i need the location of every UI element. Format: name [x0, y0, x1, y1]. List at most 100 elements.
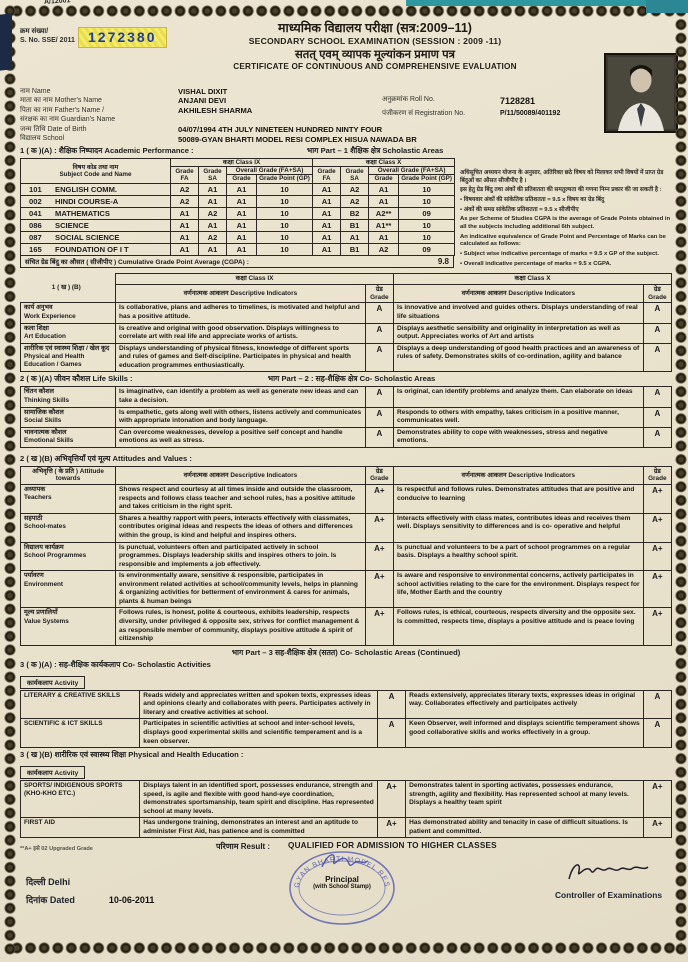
grade-value: A1 — [368, 194, 400, 208]
grade-value: B1 — [340, 242, 370, 256]
serial-number: 1272380 — [78, 27, 167, 48]
note-line: An indicative equivalence of Grade Point… — [460, 233, 666, 248]
physical-health-table: SPORTS/ INDIGENOUS SPORTS (KHO-KHO ETC.)… — [19, 780, 673, 839]
grade-point-header: Grade Point (GP) — [255, 174, 314, 184]
grade-value: A — [642, 302, 673, 324]
part-1-header: भाग Part – 1 शैक्षिक क्षेत्र Scholastic … — [306, 146, 444, 155]
principal-subtitle: (with School Stamp) — [313, 884, 371, 891]
grade-value: A1 — [368, 182, 400, 196]
attitude-label-english: Value Systems — [24, 617, 69, 625]
photo-portrait — [606, 55, 676, 131]
grade-value: A — [642, 689, 673, 720]
note-line: • अंकों की समग्र सांकेतिक प्रतिशतता = 9.… — [460, 206, 579, 213]
school-name: 50089-GYAN BHARTI MODEL RESI COMPLEX HIS… — [178, 135, 417, 144]
attitudes-values-table: अभिवृत्ति ( के प्रति ) Attitude towards … — [19, 465, 673, 646]
result-line: **A+ इसे 02 Upgraded Grade परिणाम Result… — [20, 841, 672, 855]
table-row: कार्य अनुभव Work Experience Is collaborati… — [19, 302, 673, 324]
cgpa-label: संचित ग्रेड बिंदु का औसत ( सीजीपीए ) Cum… — [25, 258, 249, 266]
table-row: कला शिक्षा Art Education Is creative and o… — [19, 322, 673, 344]
certificate-content: क्रम संख्या/ S. No. SSE/ 2011 1272380 मा… — [19, 19, 678, 942]
grade-fa-header: Grade FA — [170, 166, 199, 184]
grade-value: A1 — [170, 242, 199, 256]
father-label: पिता का नाम Father's Name / — [20, 106, 105, 114]
grade-sa-header: Grade SA — [198, 166, 227, 184]
table-row: Grade FA Grade SA Overall Grade (FA+SA) … — [21, 166, 456, 184]
grade-value: A2 — [198, 206, 227, 220]
grade-header: ग्रेड Grade — [642, 465, 673, 486]
descriptive-text: Keen Observer, well informed and display… — [405, 718, 644, 749]
table-row: Grade Grade Point (GP) Grade Grade Point… — [21, 174, 456, 184]
section-2a-line: 2 ( क )(A) जीवन कौशल Life Skills : भाग P… — [20, 374, 672, 386]
scan-artifact — [0, 13, 12, 71]
serial-label-hindi: क्रम संख्या/ — [20, 28, 49, 35]
decorative-border-top — [10, 4, 682, 18]
subject-name: HINDI COURSE-A — [55, 196, 119, 206]
stamp-seal: GYAN BHARTI MODEL RESIDENTIAL COMPLEX — [259, 840, 395, 926]
table-row: 002 HINDI COURSE-A A2 A1 A1 10 A1 A2 A1 10 — [20, 194, 456, 208]
area-label-hindi: कला शिक्षा — [24, 324, 49, 332]
overall-grade-header: Overall Grade (FA+SA) — [225, 166, 314, 176]
scan-artifact — [406, 0, 688, 6]
grade-header: ग्रेड Grade — [642, 284, 673, 304]
descriptive-text: Displays aesthetic sensibility and origi… — [393, 322, 644, 344]
descriptive-text: Reads extensively, appreciates literary … — [405, 689, 644, 720]
serial-label-english: S. No. SSE/ 2011 — [20, 37, 75, 45]
class10-header: कक्षा Class X — [312, 157, 456, 168]
descriptive-text: Displays talent in an identified sport, … — [139, 780, 378, 819]
grade-value: A+ — [642, 484, 673, 514]
table-row: विद्यालय कार्यक्रम School Programmes Is pu… — [19, 541, 673, 572]
activity-header: कार्यकलाप Activity — [20, 766, 86, 780]
attitude-towards-header: अभिवृत्ति ( के प्रति ) Attitude towards — [19, 465, 117, 486]
grade-value: A2** — [368, 206, 400, 220]
life-skills-table: चिंतन कौशल Thinking Skills Is imaginative,… — [19, 386, 673, 448]
table-row: अभिवृत्ति ( के प्रति ) Attitude towards … — [19, 465, 673, 486]
grade-point-value: 09 — [398, 242, 456, 256]
date-value: 10-06-2011 — [108, 895, 155, 906]
section-3b-label: 3 ( ख )(B) शारीरिक एवं स्वास्थ्य शिक्षा … — [20, 750, 244, 760]
section-2b-label: 2 ( ख )(B) अभिवृत्तियाँ एवं मूल्य Attitu… — [20, 453, 192, 463]
candidate-info: नाम Name माता का नाम Mother's Name पिता … — [20, 87, 672, 145]
grade-value: A+ — [364, 607, 394, 646]
activity-label: SPORTS/ INDIGENOUS SPORTS (KHO-KHO ETC.) — [19, 780, 141, 819]
dob-label: जन्म तिथि Date of Birth — [20, 125, 87, 133]
grade-value: A+ — [376, 817, 407, 839]
roll-registration-block: अनुक्रमांक Roll No. 7128281 पंजीकरण सं Re… — [382, 95, 672, 119]
grade-value: A1 — [170, 218, 199, 232]
grade-value: A+ — [364, 570, 394, 609]
father-name: AKHILESH SHARMA — [178, 105, 253, 115]
area-label-english: Art Education — [24, 332, 66, 340]
table-row: 1 ( ख ) (B) कक्षा Class IX कक्षा Class X — [21, 273, 672, 291]
descriptive-header: वर्णनात्मक आकलन Descriptive Indicators — [115, 284, 366, 304]
grade-header: ग्रेड Grade — [364, 465, 394, 486]
class9-header: कक्षा Class IX — [169, 157, 314, 168]
table-row: 086 SCIENCE A1 A1 A1 10 A1 B1 A1** 10 — [20, 218, 456, 232]
grade-header: ग्रेड Grade — [364, 284, 395, 304]
skill-label-hindi: चिंतन कौशल — [24, 388, 54, 396]
grade-value: A1 — [312, 218, 342, 232]
area-label-hindi: कार्य अनुभव — [24, 304, 53, 312]
descriptive-text: Is empathetic, gets along well with othe… — [115, 406, 366, 428]
cgpa-notes: अधिसूचित अध्ययन योजना के अनुसार, अतिरिक्… — [460, 158, 672, 270]
subject-code: 101 — [29, 184, 42, 194]
candidate-values: VISHAL DIXIT ANJANI DEVI AKHILESH SHARMA — [178, 87, 252, 115]
grade-value: A+ — [642, 780, 673, 819]
class9-header: कक्षा Class IX — [115, 273, 394, 286]
descriptive-header: वर्णनात्मक आकलन Descriptive Indicators — [115, 465, 366, 486]
grade-value: A+ — [642, 570, 673, 609]
place: दिल्ली Delhi — [26, 877, 71, 888]
decorative-border-right — [674, 4, 688, 956]
grade-value: A — [364, 386, 394, 408]
grade-point-value: 09 — [398, 206, 456, 220]
certificate-header: क्रम संख्या/ S. No. SSE/ 2011 1272380 मा… — [20, 19, 678, 133]
note-line: As per Scheme of Studies CGPA is the ave… — [460, 216, 671, 231]
subject-code: 086 — [29, 220, 42, 230]
grade-point-value: 10 — [255, 206, 314, 220]
guardian-label: संरक्षक का नाम Guardian's Name — [20, 116, 116, 124]
grade-value: A — [364, 302, 395, 324]
grade-value: A1 — [198, 182, 227, 196]
table-row: सहपाठी School-mates Shares a healthy rappo… — [19, 512, 673, 543]
section-3a-label: 3 ( क )(A) : सह-शैक्षिक कार्यकलाप Co- Sc… — [20, 659, 211, 669]
date-label: दिनांक Dated — [26, 895, 75, 906]
grade-value: A — [364, 406, 394, 428]
grade-value: A1** — [368, 218, 400, 232]
